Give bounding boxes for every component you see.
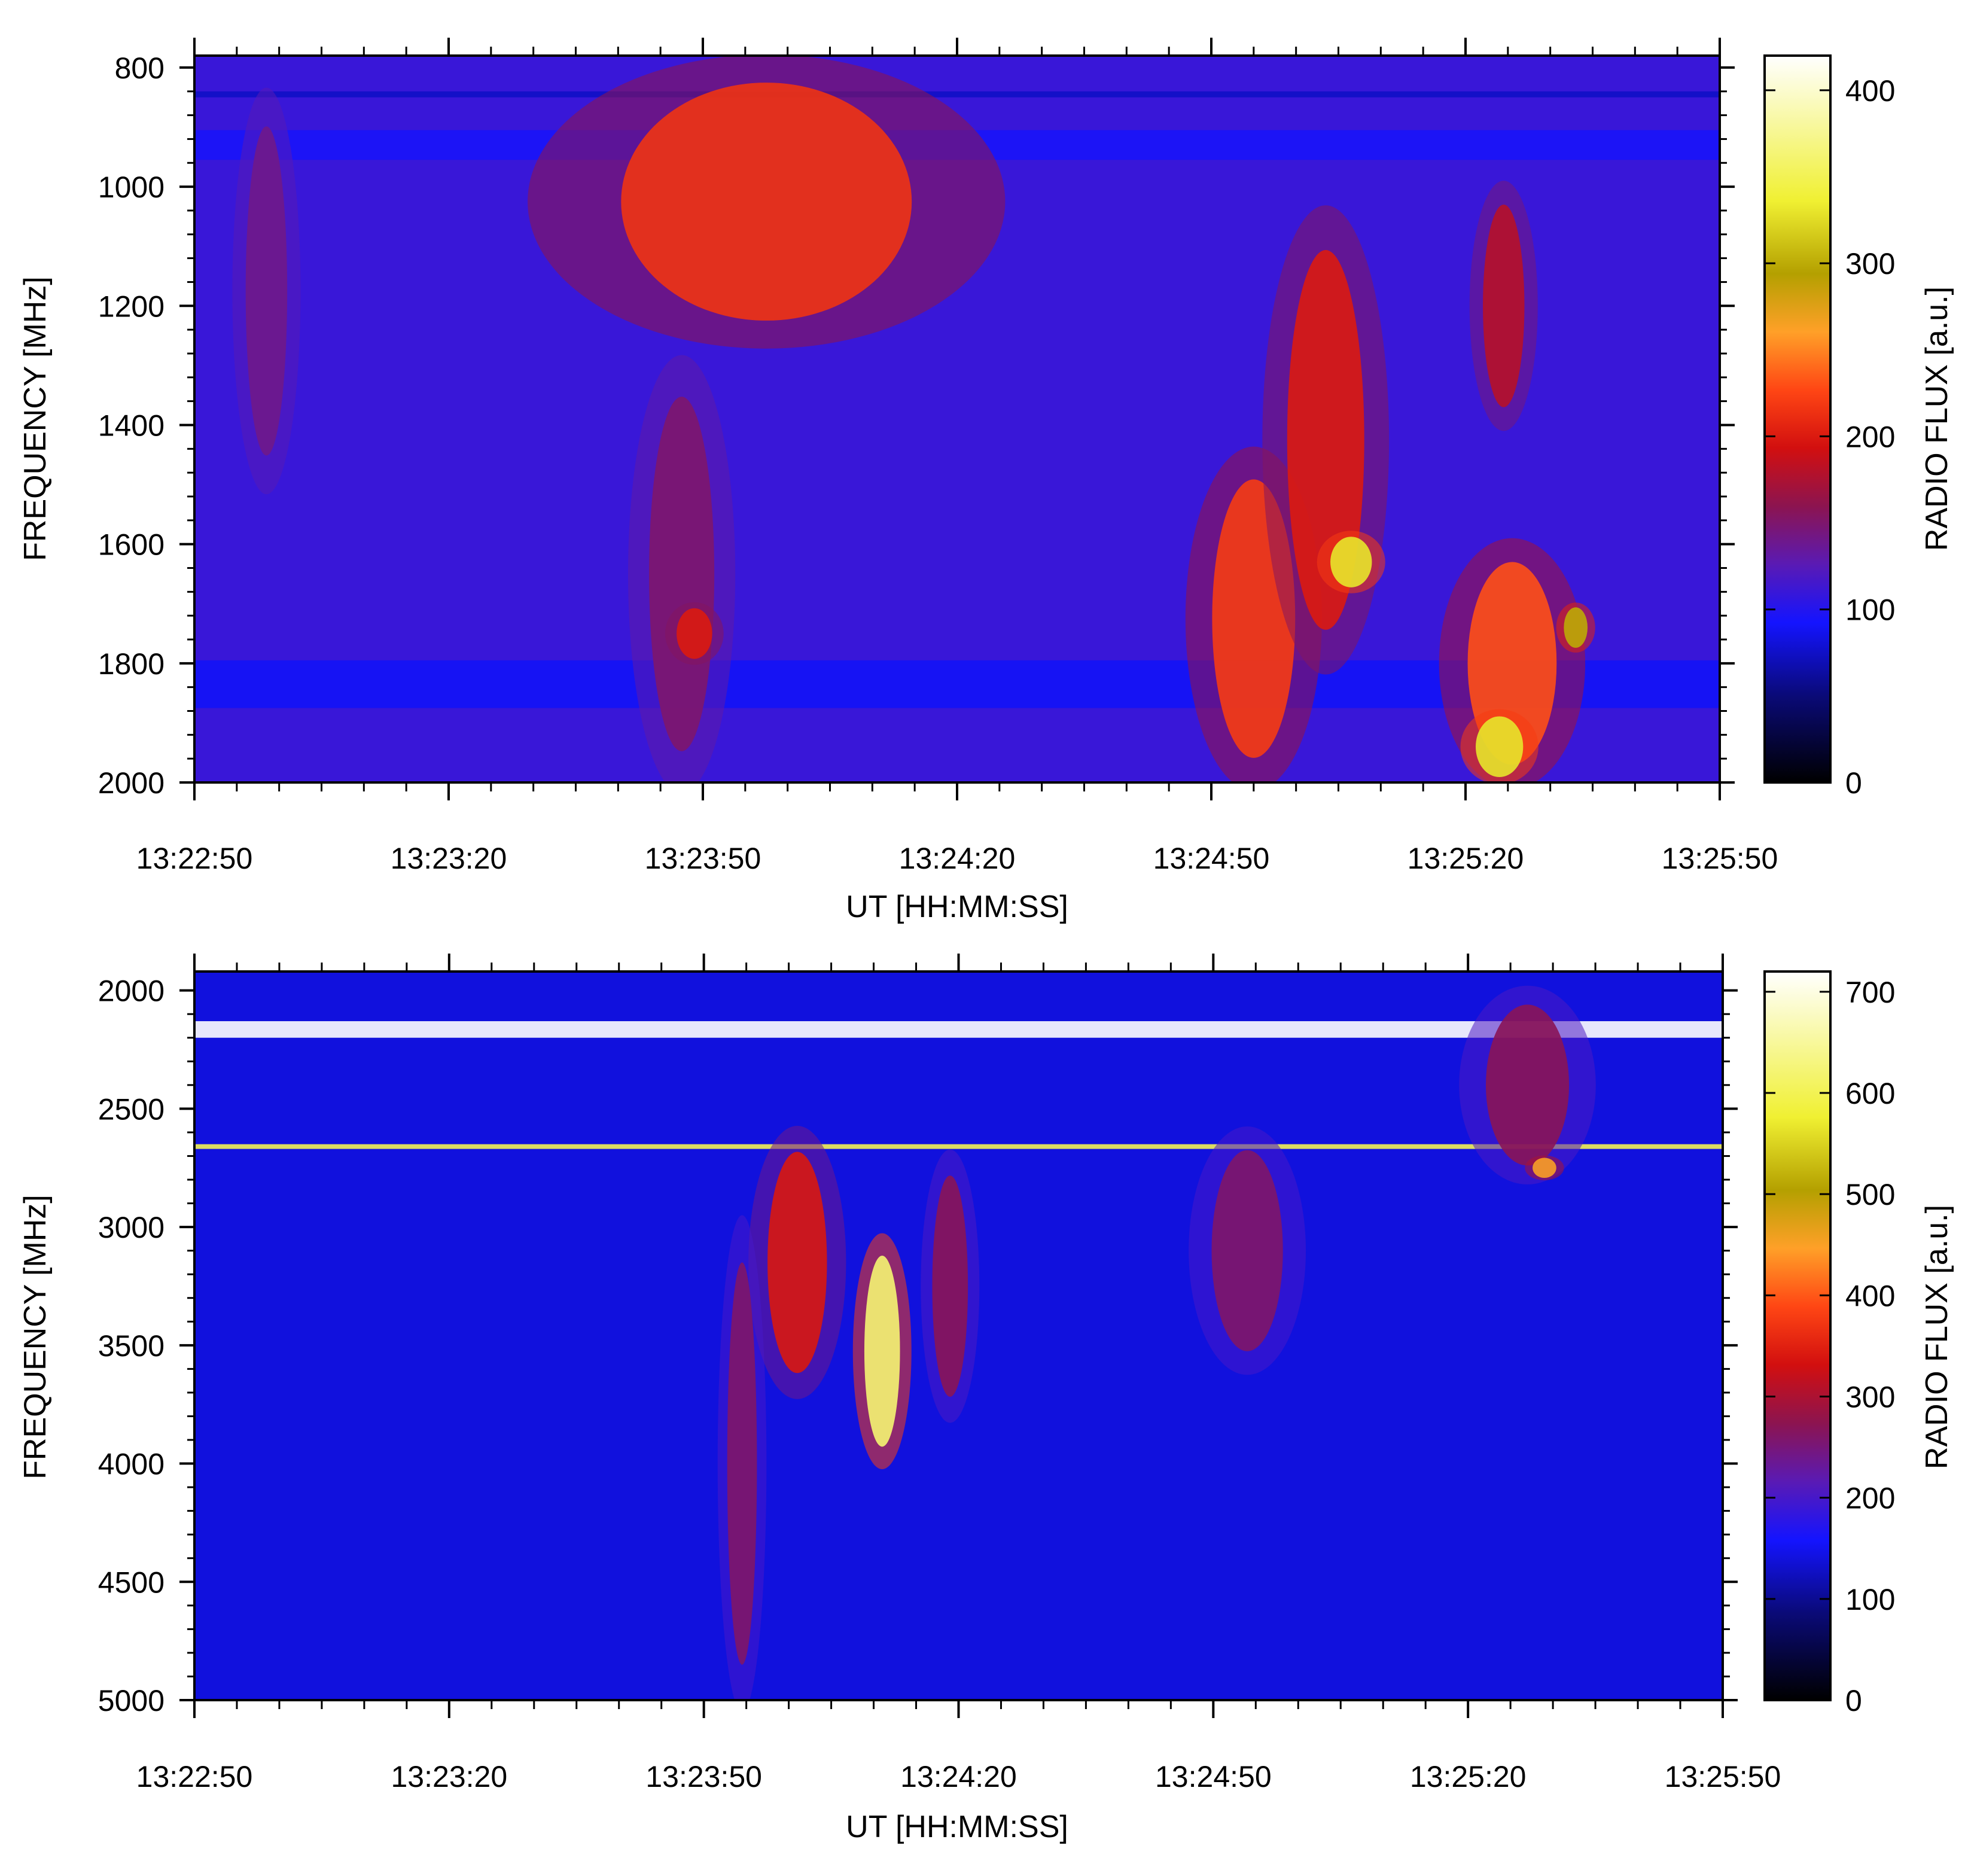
top-colorbar-tick-label: 100: [1845, 593, 1895, 627]
bottom-emission-core: [1211, 1150, 1283, 1351]
bottom-rfi-bands: [194, 1021, 1723, 1149]
bottom-x-tick-label: 13:24:50: [1155, 1760, 1272, 1793]
bottom-colorbar-tick-label: 0: [1845, 1684, 1862, 1717]
top-y-tick-label: 1200: [98, 290, 164, 323]
top-y-tick-label: 1800: [98, 647, 164, 681]
top-colorbar-tick-label: 0: [1845, 766, 1862, 800]
top-emission-core: [677, 608, 712, 659]
top-y-tick-label: 1600: [98, 528, 164, 562]
top-emission-core: [649, 397, 715, 751]
bottom-x-tick-label: 13:25:20: [1410, 1760, 1527, 1793]
bottom-y-tick-label: 3000: [98, 1211, 164, 1244]
top-emission-core: [245, 126, 288, 456]
top-x-axis: 13:22:50 13:23:20 13:23:50 13:24:20 13:24:50…: [136, 38, 1778, 875]
top-x-tick-label: 13:25:20: [1408, 842, 1524, 875]
top-x-tick-label: 13:25:50: [1662, 842, 1778, 875]
top-colorbar-tick-label: 400: [1845, 74, 1895, 108]
bottom-x-tick-label: 13:25:50: [1665, 1760, 1781, 1793]
top-x-tick-label: 13:23:20: [391, 842, 507, 875]
top-emission-core: [1476, 716, 1524, 778]
bottom-y-tick-label: 5000: [98, 1684, 164, 1717]
top-rfi-band: [194, 91, 1720, 98]
top-emission-core: [1564, 607, 1588, 648]
top-y-tick-label: 1000: [98, 170, 164, 204]
bottom-colorbar-tick-label: 100: [1845, 1583, 1895, 1616]
bottom-x-tick-label: 13:23:50: [645, 1760, 762, 1793]
bottom-emission-features: [717, 985, 1596, 1700]
bottom-y-tick-label: 2500: [98, 1092, 164, 1126]
bottom-rfi-band: [194, 1021, 1723, 1038]
top-colorbar-tick-label: 300: [1845, 247, 1895, 281]
bottom-y-axis: 2000 2500 3000 3500 4000 4500 5000: [98, 974, 1738, 1717]
bottom-emission-core: [932, 1175, 968, 1397]
top-emission-core: [1330, 537, 1372, 587]
bottom-colorbar-tick-label: 700: [1845, 976, 1895, 1009]
top-emission-core: [621, 83, 912, 321]
top-x-tick-label: 13:24:20: [899, 842, 1016, 875]
bottom-emission-core: [1485, 1004, 1570, 1166]
bottom-colorbar-axis: 0 100 200 300 400 500 600 700: [1765, 976, 1895, 1717]
top-y-tick-label: 800: [115, 51, 164, 85]
top-emission-features: [232, 56, 1595, 782]
bottom-y-tick-label: 4000: [98, 1448, 164, 1481]
bottom-emission-core: [767, 1152, 827, 1374]
bottom-colorbar-tick-label: 500: [1845, 1178, 1895, 1211]
top-x-tick-label: 13:22:50: [136, 842, 253, 875]
bottom-x-axis-label: UT [HH:MM:SS]: [846, 1810, 1068, 1844]
bottom-x-tick-label: 13:22:50: [136, 1760, 253, 1793]
bottom-colorbar-tick-label: 600: [1845, 1077, 1895, 1110]
top-x-tick-label: 13:24:50: [1153, 842, 1270, 875]
bottom-emission-core: [727, 1262, 757, 1665]
top-x-axis-label: UT [HH:MM:SS]: [846, 890, 1068, 924]
bottom-x-tick-label: 13:23:20: [391, 1760, 508, 1793]
bottom-heatmap: [194, 972, 1723, 1700]
bottom-colorbar-tick-label: 400: [1845, 1279, 1895, 1312]
bottom-colorbar-tick-label: 300: [1845, 1381, 1895, 1414]
top-y-axis: 800 1000 1200 1400 1600 1800 2000: [98, 51, 1735, 800]
bottom-x-axis: 13:22:50 13:23:20 13:23:50 13:24:20 13:24:50…: [136, 954, 1781, 1793]
bottom-colorbar-label: RADIO FLUX [a.u.]: [1920, 1205, 1954, 1469]
bottom-rfi-band: [194, 1144, 1723, 1149]
bottom-y-tick-label: 4500: [98, 1566, 164, 1599]
top-panel: 13:22:50 13:23:20 13:23:50 13:24:20 13:24:50…: [18, 38, 1954, 924]
bottom-x-tick-label: 13:24:20: [900, 1760, 1017, 1793]
bottom-colorbar: [1763, 970, 1832, 1701]
bottom-emission-core: [1533, 1158, 1556, 1178]
top-y-axis-label: FREQUENCY [MHz]: [18, 276, 53, 561]
top-y-tick-label: 2000: [98, 766, 164, 800]
bottom-y-tick-label: 3500: [98, 1329, 164, 1363]
top-colorbar-label: RADIO FLUX [a.u.]: [1920, 287, 1954, 551]
bottom-y-tick-label: 2000: [98, 974, 164, 1008]
bottom-panel: 13:22:50 13:23:20 13:23:50 13:24:20 13:24:50…: [18, 954, 1954, 1844]
top-emission-core: [1483, 204, 1525, 407]
bottom-y-axis-label: FREQUENCY [MHz]: [18, 1195, 53, 1479]
top-colorbar-axis: 0 100 200 300 400: [1765, 74, 1895, 800]
top-colorbar-tick-label: 200: [1845, 420, 1895, 453]
top-y-tick-label: 1400: [98, 409, 164, 442]
top-colorbar: [1763, 54, 1832, 784]
bottom-emission-core: [864, 1256, 900, 1447]
top-heatmap: [194, 56, 1720, 782]
top-x-tick-label: 13:23:50: [645, 842, 761, 875]
bottom-colorbar-tick-label: 200: [1845, 1482, 1895, 1515]
